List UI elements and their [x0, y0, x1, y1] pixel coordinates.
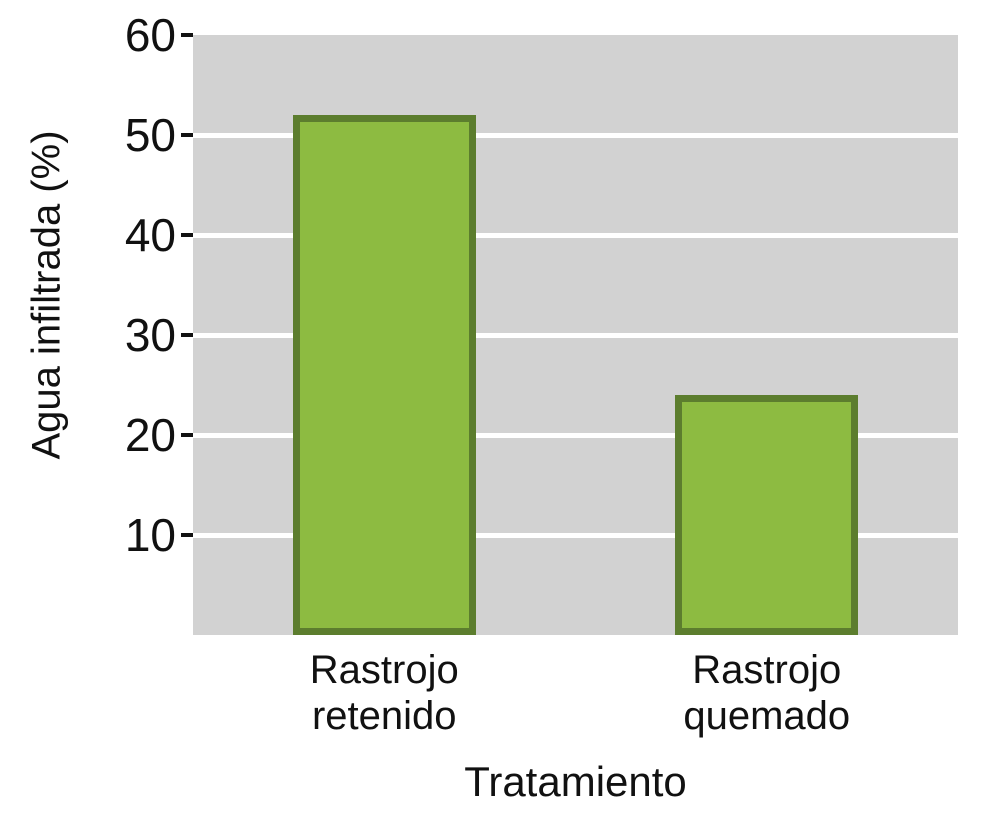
y-tick-mark	[181, 533, 193, 537]
x-tick-label: Rastrojo retenido	[193, 648, 576, 739]
y-tick-label: 60	[124, 9, 176, 61]
y-tick-label: 20	[124, 409, 176, 461]
y-tick-mark	[181, 433, 193, 437]
x-tick-label-line: Rastrojo	[309, 648, 459, 692]
gridline	[193, 432, 958, 438]
bar	[675, 395, 859, 635]
x-tick-label-line: retenido	[311, 693, 457, 738]
x-tick-label-line: Rastrojo	[692, 648, 842, 692]
y-tick-mark	[181, 133, 193, 137]
x-axis-label: Tratamiento	[464, 758, 687, 805]
x-tick-label: Rastrojo quemado	[576, 648, 959, 739]
y-tick-mark	[181, 333, 193, 337]
x-tick-label-line: quemado	[683, 693, 851, 738]
y-tick-label: 10	[124, 509, 176, 561]
y-tick-label: 50	[124, 109, 176, 161]
gridline	[193, 532, 958, 538]
gridline	[193, 132, 958, 138]
y-tick-mark	[181, 33, 193, 37]
y-tick-mark	[181, 233, 193, 237]
y-axis-label: Agua infiltrada (%)	[24, 130, 69, 460]
y-tick-label: 40	[124, 209, 176, 261]
plot-area	[193, 35, 958, 635]
gridline	[193, 232, 958, 238]
gridline	[193, 332, 958, 338]
bar	[292, 115, 476, 635]
y-tick-label: 30	[124, 309, 176, 361]
